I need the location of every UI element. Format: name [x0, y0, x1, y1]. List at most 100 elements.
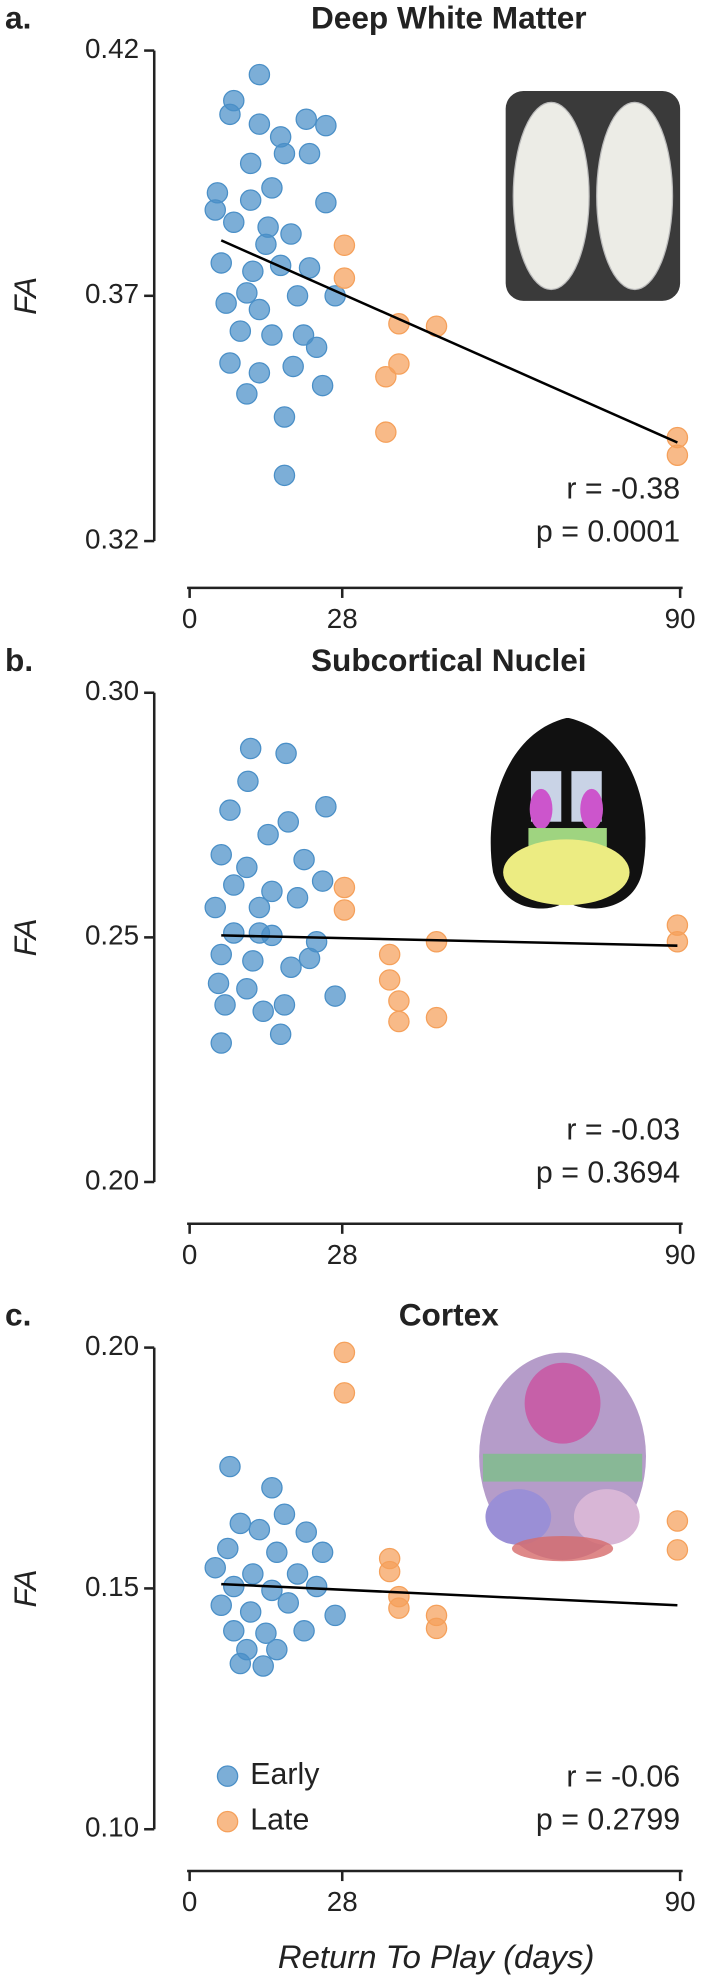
data-point: [237, 770, 259, 793]
data-point: [239, 189, 262, 211]
data-point: [295, 108, 318, 130]
data-point: [277, 811, 300, 833]
data-point: [261, 880, 283, 903]
data-point: [378, 969, 401, 991]
data-point: [261, 1477, 283, 1499]
data-point: [333, 1382, 356, 1404]
data-point: [666, 1539, 689, 1561]
legend-label: Early: [250, 1758, 320, 1791]
data-point: [242, 260, 264, 283]
data-point: [315, 191, 337, 214]
y-tick-label: 0.15: [85, 1571, 139, 1602]
data-point: [223, 922, 245, 944]
data-point: [204, 1556, 226, 1579]
annotation: p = 0.2799: [536, 1804, 680, 1837]
data-point: [255, 233, 277, 256]
data-point: [286, 887, 309, 909]
data-point: [273, 1503, 296, 1525]
annotation: r = -0.38: [566, 473, 680, 506]
data-point: [311, 374, 334, 397]
data-point: [666, 931, 689, 953]
data-point: [280, 956, 302, 978]
data-point: [236, 856, 258, 879]
annotation: r = -0.06: [566, 1761, 680, 1794]
data-point: [311, 1541, 334, 1564]
annotation: p = 0.3694: [536, 1156, 680, 1189]
data-point: [236, 282, 258, 304]
data-point: [204, 896, 226, 919]
data-point: [248, 63, 271, 86]
legend-marker: [216, 1810, 239, 1833]
trend-line: [221, 1582, 678, 1607]
y-tick-label: 0.25: [85, 920, 139, 951]
data-point: [324, 985, 346, 1007]
data-point: [215, 292, 237, 314]
x-tick-label: 28: [327, 1239, 358, 1270]
data-point: [286, 1563, 309, 1585]
data-point: [293, 1620, 315, 1642]
data-point: [229, 1512, 252, 1535]
data-point: [210, 1032, 232, 1054]
y-tick-label: 0.37: [85, 278, 139, 309]
data-point: [333, 267, 356, 289]
x-tick-label: 0: [182, 1886, 197, 1917]
data-point: [269, 1023, 292, 1045]
data-point: [223, 211, 245, 233]
y-tick-label: 0.10: [85, 1812, 139, 1843]
panel-label: b.: [5, 642, 33, 678]
data-point: [298, 947, 321, 970]
panel-label: a.: [5, 0, 31, 36]
data-point: [273, 464, 296, 487]
brain-image-c: [479, 1352, 646, 1562]
data-point: [252, 1655, 274, 1677]
x-tick-label: 28: [327, 603, 358, 634]
data-point: [210, 252, 232, 274]
data-point: [333, 899, 356, 921]
data-point: [236, 978, 258, 1000]
annotation: r = -0.03: [566, 1113, 680, 1146]
data-point: [333, 234, 356, 257]
y-axis-label: FA: [7, 918, 43, 956]
legend-label: Late: [250, 1804, 309, 1837]
legend-marker: [216, 1765, 239, 1787]
data-point: [273, 994, 296, 1016]
data-point: [273, 142, 296, 165]
data-point: [388, 1010, 410, 1033]
data-point: [210, 943, 232, 966]
data-point: [252, 1000, 274, 1022]
data-point: [217, 1537, 239, 1560]
y-tick-label: 0.20: [85, 1330, 139, 1361]
annotation: p = 0.0001: [536, 515, 680, 548]
brain-image-a: [505, 91, 681, 301]
data-point: [315, 114, 337, 137]
data-point: [248, 362, 271, 384]
data-point: [239, 1601, 262, 1623]
trend-line: [221, 934, 678, 947]
data-point: [219, 103, 241, 126]
chart-title: Deep White Matter: [311, 0, 587, 36]
data-point: [204, 199, 226, 221]
trend-line: [220, 239, 678, 444]
data-point: [236, 383, 258, 405]
data-point: [277, 1592, 300, 1614]
data-point: [388, 353, 410, 375]
x-tick-label: 90: [665, 1239, 696, 1270]
x-tick-label: 90: [665, 603, 696, 634]
x-tick-label: 0: [182, 603, 197, 634]
x-tick-label: 0: [182, 1239, 197, 1270]
data-point: [425, 931, 448, 953]
data-point: [223, 1575, 245, 1598]
data-point: [242, 1563, 264, 1585]
y-axis-label: FA: [7, 1569, 43, 1607]
data-point: [219, 352, 241, 374]
data-point: [242, 950, 264, 972]
data-point: [266, 1638, 288, 1661]
data-point: [255, 1622, 277, 1644]
chart-title: Subcortical Nuclei: [311, 642, 587, 678]
data-point: [305, 1575, 328, 1598]
data-point: [378, 1560, 401, 1583]
data-point: [229, 320, 252, 342]
brain-image-b: [490, 718, 646, 909]
y-tick-label: 0.20: [85, 1164, 139, 1195]
data-point: [666, 444, 689, 466]
